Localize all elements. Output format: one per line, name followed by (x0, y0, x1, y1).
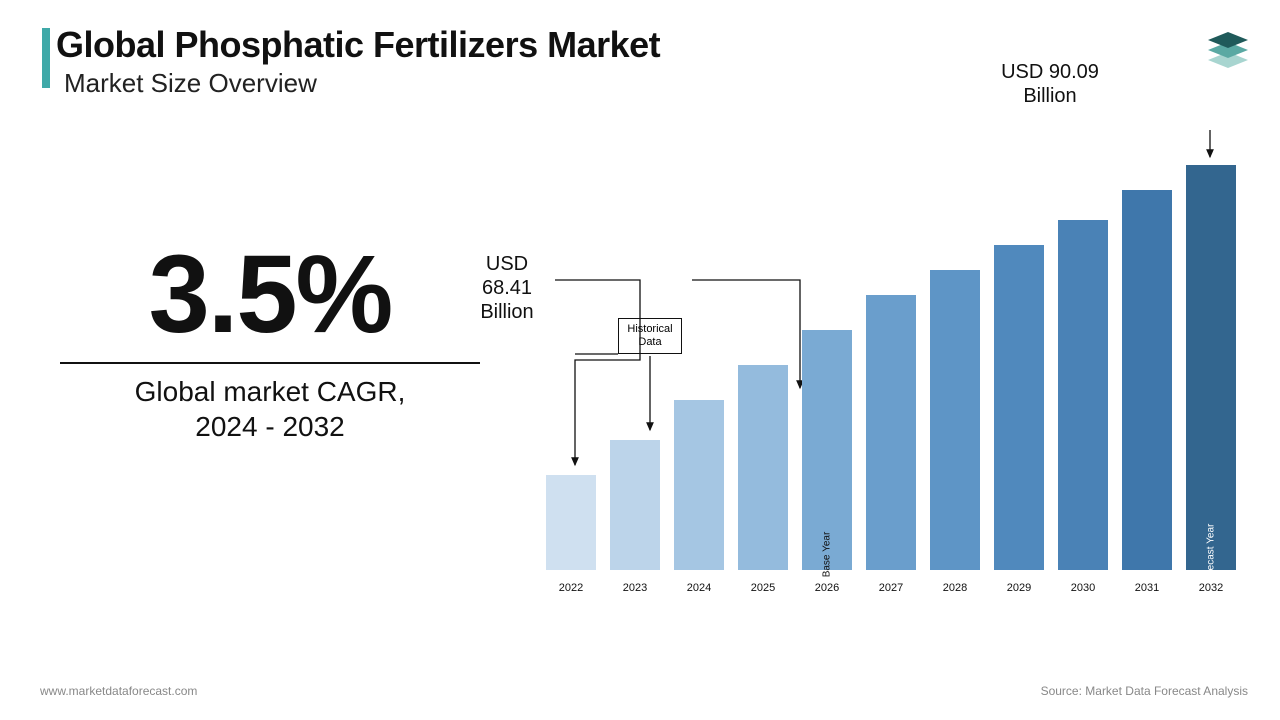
x-label-2029: 2029 (994, 582, 1044, 594)
bars-container: Base Year Forecast Year (540, 130, 1240, 570)
x-axis-labels: 2022 2023 2024 2025 2026 2027 2028 2029 2030 2031… (540, 582, 1240, 594)
base-year-label: Base Year (822, 532, 833, 578)
brand-logo (1200, 20, 1256, 76)
bar-2030 (1058, 220, 1108, 570)
cagr-label: Global market CAGR, 2024 - 2032 (40, 374, 500, 444)
bar-2027 (866, 295, 916, 570)
bar-2023 (610, 440, 660, 570)
cagr-divider (60, 362, 480, 364)
callout-2024: USD 68.41 Billion (462, 252, 552, 324)
bar-2024 (674, 400, 724, 570)
footer-url: www.marketdataforecast.com (40, 684, 197, 698)
bar-2028 (930, 270, 980, 570)
cagr-block: 3.5% Global market CAGR, 2024 - 2032 (40, 240, 500, 444)
cagr-label-line1: Global market CAGR, (135, 376, 406, 407)
bar-2032: Forecast Year (1186, 165, 1236, 570)
x-label-2026: 2026 (802, 582, 852, 594)
bar-chart: USD 68.41 Billion USD 90.09 Billion Hist… (540, 130, 1240, 600)
cagr-label-line2: 2024 - 2032 (195, 411, 344, 442)
bar-2025 (738, 365, 788, 570)
x-label-2024: 2024 (674, 582, 724, 594)
forecast-year-label: Forecast Year (1206, 524, 1217, 586)
bar-2022 (546, 475, 596, 570)
x-label-2028: 2028 (930, 582, 980, 594)
footer-source: Source: Market Data Forecast Analysis (1041, 684, 1248, 698)
page-subtitle: Market Size Overview (64, 68, 317, 99)
x-label-2023: 2023 (610, 582, 660, 594)
x-label-2030: 2030 (1058, 582, 1108, 594)
cagr-value: 3.5% (40, 240, 500, 350)
x-label-2025: 2025 (738, 582, 788, 594)
bar-2031 (1122, 190, 1172, 570)
x-label-2032: 2032 (1186, 582, 1236, 594)
page-title: Global Phosphatic Fertilizers Market (56, 24, 660, 66)
x-label-2031: 2031 (1122, 582, 1172, 594)
stacked-layers-icon (1200, 20, 1256, 76)
x-label-2022: 2022 (546, 582, 596, 594)
bar-2026: Base Year (802, 330, 852, 570)
header-accent-bar (42, 28, 50, 88)
bar-2029 (994, 245, 1044, 570)
callout-2032: USD 90.09 Billion (980, 60, 1120, 108)
x-label-2027: 2027 (866, 582, 916, 594)
